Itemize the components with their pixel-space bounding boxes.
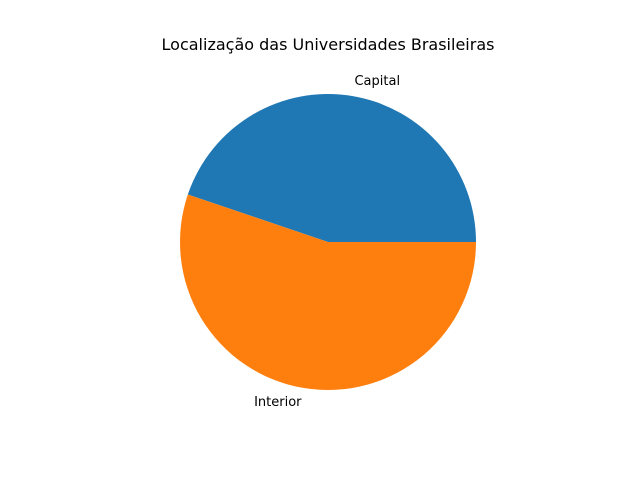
pie-label-interior: Interior (254, 395, 302, 410)
pie-slice-capital (187, 93, 476, 242)
pie-slice-interior (180, 194, 476, 390)
pie-label-capital: Capital (354, 74, 400, 89)
pie-labels: Capital Interior (254, 74, 400, 410)
pie-slices (180, 93, 476, 390)
chart-title: Localização das Universidades Brasileira… (162, 35, 495, 54)
